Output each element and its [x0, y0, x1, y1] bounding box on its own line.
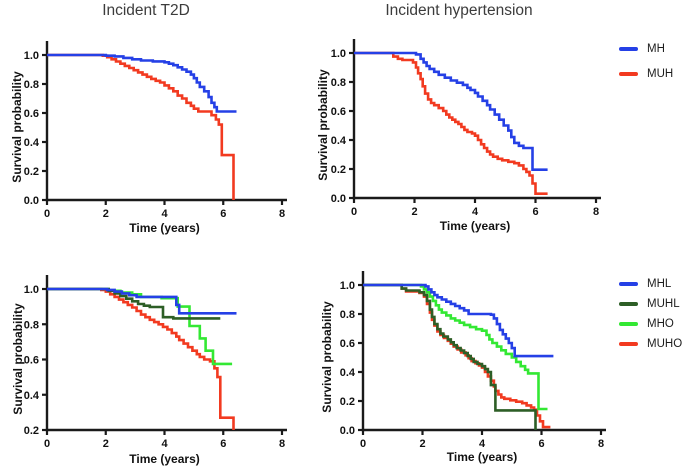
legend-item-muhl: MUHL	[619, 297, 682, 311]
y-tick-label: 0.0	[340, 425, 355, 437]
y-tick-label: 1.0	[24, 284, 39, 296]
panel-t2d: 0.0 0.2 0.4 0.6 0.8 1.0 0 2 4 6 8	[24, 41, 287, 220]
x-tick-label: 0	[360, 438, 366, 450]
legend-label-muho: MUHO	[647, 338, 683, 350]
curve-t2d-mh	[47, 53, 237, 113]
curve-htn-4group-mho	[363, 283, 548, 411]
x-tick-label: 2	[419, 438, 425, 450]
y-tick-label: 0.0	[331, 193, 346, 205]
x-tick-label: 6	[538, 438, 544, 450]
panel-htn: 0.0 0.2 0.4 0.6 0.8 1.0 0 2 4 6 8	[331, 39, 601, 218]
x-tick-label: 8	[279, 438, 285, 450]
legend-item-muho: MUHO	[619, 337, 682, 351]
panel-title-t2d: Incident T2D	[102, 2, 190, 19]
x-axis-label-bottom-right: Time (years)	[446, 450, 518, 464]
y-tick-label: 0.4	[331, 135, 347, 147]
y-tick-label: 0.8	[340, 309, 355, 321]
y-axis-label-top-left: Survival probability	[10, 71, 24, 183]
x-tick-label: 2	[411, 206, 417, 218]
legend-swatch-mho	[619, 322, 638, 326]
curve-htn-4group-muhl	[363, 283, 537, 430]
curve-htn-mh	[354, 51, 548, 171]
curve-t2d-4group-mhl	[47, 287, 237, 315]
legend-item-mho: MHO	[619, 317, 682, 331]
legend-label-mho: MHO	[647, 318, 674, 330]
x-tick-label: 0	[44, 438, 50, 450]
curve-t2d-4group-mho	[47, 287, 233, 366]
x-tick-label: 2	[103, 208, 109, 220]
y-tick-label: 1.0	[331, 48, 346, 60]
curve-t2d-4group-muho	[47, 287, 235, 430]
legend-top: MH MUH	[619, 42, 673, 92]
panel-title-hypertension: Incident hypertension	[385, 2, 533, 19]
curve-htn-muh	[354, 51, 548, 195]
y-tick-label: 0.8	[24, 319, 39, 331]
x-tick-label: 6	[532, 206, 538, 218]
legend-bottom: MHL MUHL MHO MUHO	[619, 277, 682, 357]
x-tick-label: 6	[220, 438, 226, 450]
y-tick-label: 0.0	[24, 195, 39, 207]
y-tick-label: 0.2	[331, 164, 346, 176]
legend-item-muh: MUH	[619, 67, 673, 81]
legend-swatch-mhl	[619, 282, 638, 286]
legend-label-mhl: MHL	[647, 278, 672, 290]
y-tick-label: 0.2	[24, 425, 39, 437]
y-tick-label: 0.6	[340, 338, 355, 350]
x-tick-label: 4	[161, 208, 168, 220]
legend-swatch-mh	[619, 47, 638, 51]
y-axis-label-top-right: Survival probability	[316, 69, 330, 181]
x-tick-label: 4	[479, 438, 486, 450]
y-tick-label: 0.4	[24, 390, 40, 402]
x-tick-label: 4	[161, 438, 168, 450]
legend-swatch-muhl	[619, 302, 638, 306]
y-tick-label: 0.8	[331, 77, 346, 89]
legend-item-mh: MH	[619, 42, 673, 56]
legend-swatch-muho	[619, 342, 638, 346]
y-tick-label: 0.2	[340, 396, 355, 408]
curve-htn-4group-mhl	[363, 283, 554, 358]
y-tick-label: 1.0	[24, 50, 39, 62]
x-tick-label: 6	[220, 208, 226, 220]
panel-htn-4group: 0.0 0.2 0.4 0.6 0.8 1.0 0 2 4 6 8	[340, 271, 606, 450]
y-tick-label: 0.6	[24, 355, 39, 367]
y-tick-label: 0.6	[24, 108, 39, 120]
curve-t2d-muh	[47, 53, 235, 200]
x-tick-label: 0	[44, 208, 50, 220]
legend-label-mh: MH	[647, 43, 665, 55]
x-axis-label-top-left: Time (years)	[129, 221, 200, 235]
y-tick-label: 0.2	[24, 166, 39, 178]
x-tick-label: 8	[593, 206, 599, 218]
legend-label-muhl: MUHL	[647, 298, 680, 310]
y-tick-label: 1.0	[340, 280, 355, 292]
legend-label-muh: MUH	[647, 68, 674, 80]
x-tick-label: 2	[103, 438, 109, 450]
x-axis-label-top-right: Time (years)	[439, 219, 511, 233]
y-axis-label-bottom-right: Survival probability	[320, 301, 334, 413]
x-tick-label: 8	[279, 208, 285, 220]
panel-t2d-4group: 0.2 0.4 0.6 0.8 1.0 0 2 4 6 8	[24, 275, 287, 450]
y-axis-label-bottom-left: Survival probability	[11, 303, 25, 415]
y-tick-label: 0.8	[24, 79, 39, 91]
x-tick-label: 4	[472, 206, 479, 218]
legend-swatch-muh	[619, 72, 638, 76]
y-tick-label: 0.4	[340, 367, 356, 379]
x-tick-label: 0	[351, 206, 357, 218]
x-axis-label-bottom-left: Time (years)	[129, 452, 200, 466]
x-tick-label: 8	[598, 438, 604, 450]
y-tick-label: 0.4	[24, 137, 40, 149]
y-tick-label: 0.6	[331, 106, 346, 118]
legend-item-mhl: MHL	[619, 277, 682, 291]
